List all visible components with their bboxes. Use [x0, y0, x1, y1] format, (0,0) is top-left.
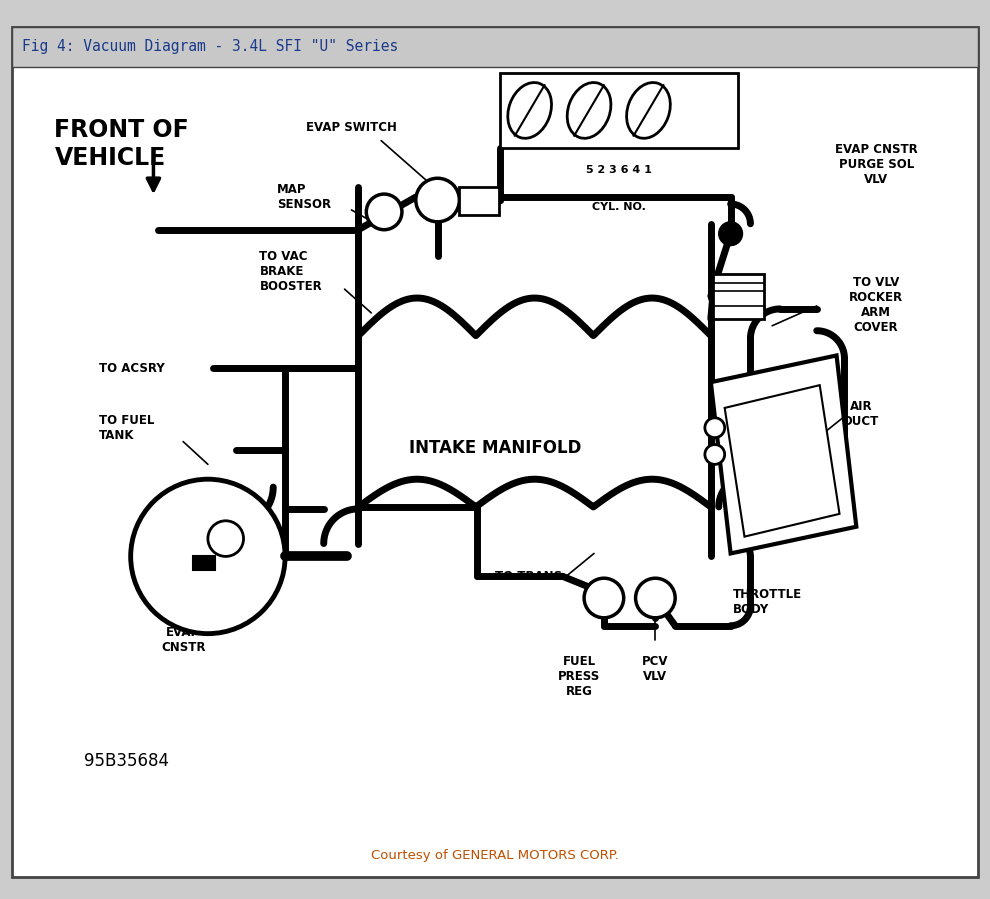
Ellipse shape — [567, 83, 611, 138]
Text: TO VAC
BRAKE
BOOSTER: TO VAC BRAKE BOOSTER — [259, 250, 322, 293]
Polygon shape — [711, 355, 856, 554]
Text: TO ACSRY: TO ACSRY — [99, 361, 164, 375]
Text: PCV
VLV: PCV VLV — [643, 655, 668, 683]
Text: CYL. NO.: CYL. NO. — [592, 202, 645, 212]
Polygon shape — [725, 385, 840, 537]
Circle shape — [366, 194, 402, 230]
Circle shape — [584, 578, 624, 618]
Circle shape — [705, 418, 725, 438]
Text: FRONT OF
VEHICLE: FRONT OF VEHICLE — [54, 118, 189, 170]
Text: FUEL
PRESS
REG: FUEL PRESS REG — [558, 655, 600, 699]
Circle shape — [131, 479, 285, 634]
Bar — [459, 187, 499, 215]
Text: EVAP
CNSTR: EVAP CNSTR — [161, 626, 205, 654]
Text: THROTTLE
BODY: THROTTLE BODY — [733, 588, 802, 616]
Bar — [713, 274, 764, 319]
Bar — [500, 74, 738, 147]
Text: TO FUEL
TANK: TO FUEL TANK — [99, 414, 154, 441]
Circle shape — [208, 521, 244, 556]
Circle shape — [636, 578, 675, 618]
Text: 5 2 3 6 4 1: 5 2 3 6 4 1 — [586, 165, 651, 175]
Text: INTAKE MANIFOLD: INTAKE MANIFOLD — [409, 439, 581, 457]
Circle shape — [705, 444, 725, 465]
Circle shape — [416, 178, 459, 222]
Ellipse shape — [508, 83, 551, 138]
Text: MAP
SENSOR: MAP SENSOR — [277, 183, 332, 211]
Text: EVAP SWITCH: EVAP SWITCH — [306, 121, 397, 134]
Text: TO TRANS: TO TRANS — [495, 570, 562, 583]
Ellipse shape — [627, 83, 670, 138]
Bar — [193, 556, 215, 570]
Text: EI COIL ASM: EI COIL ASM — [578, 39, 659, 51]
Text: EVAP CNSTR
PURGE SOL
VLV: EVAP CNSTR PURGE SOL VLV — [835, 143, 918, 185]
Text: Courtesy of GENERAL MOTORS CORP.: Courtesy of GENERAL MOTORS CORP. — [371, 850, 619, 862]
Circle shape — [719, 222, 742, 245]
Text: 95B35684: 95B35684 — [84, 752, 169, 770]
Text: TO VLV
ROCKER
ARM
COVER: TO VLV ROCKER ARM COVER — [849, 276, 903, 334]
Text: Fig 4: Vacuum Diagram - 3.4L SFI "U" Series: Fig 4: Vacuum Diagram - 3.4L SFI "U" Ser… — [22, 40, 398, 54]
Text: AIR
DUCT: AIR DUCT — [843, 400, 879, 428]
